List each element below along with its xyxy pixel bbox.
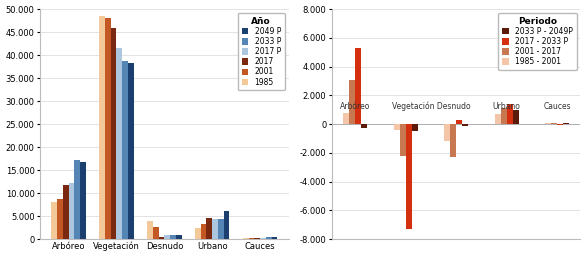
Bar bbox=[218, 219, 224, 239]
Bar bbox=[201, 224, 206, 239]
Bar bbox=[69, 183, 74, 239]
Bar bbox=[224, 211, 230, 239]
Legend: 2049 P, 2033 P, 2017 P, 2017, 2001, 1985: 2049 P, 2033 P, 2017 P, 2017, 2001, 1985 bbox=[238, 13, 285, 90]
Bar bbox=[105, 18, 111, 239]
Bar bbox=[557, 124, 563, 125]
Bar bbox=[99, 16, 105, 239]
Bar bbox=[80, 162, 86, 239]
Bar bbox=[271, 237, 277, 239]
Bar bbox=[563, 123, 569, 124]
Bar bbox=[243, 238, 248, 239]
Bar bbox=[147, 221, 153, 239]
Bar bbox=[266, 237, 271, 239]
Bar bbox=[545, 123, 551, 124]
Bar bbox=[164, 235, 170, 239]
Bar bbox=[551, 123, 557, 124]
Bar bbox=[206, 218, 212, 239]
Bar bbox=[254, 238, 260, 239]
Bar bbox=[170, 235, 176, 239]
Bar bbox=[248, 238, 254, 239]
Bar bbox=[355, 48, 362, 124]
Bar bbox=[450, 124, 456, 157]
Bar bbox=[176, 235, 182, 239]
Bar bbox=[153, 227, 159, 239]
Text: Urbano: Urbano bbox=[493, 102, 520, 111]
Bar bbox=[57, 199, 63, 239]
Bar bbox=[400, 124, 406, 156]
Text: Vegetación Desnudo: Vegetación Desnudo bbox=[391, 102, 471, 111]
Bar bbox=[444, 124, 450, 141]
Bar bbox=[195, 228, 201, 239]
Bar bbox=[462, 124, 468, 126]
Bar bbox=[52, 202, 57, 239]
Bar bbox=[362, 124, 367, 128]
Bar bbox=[63, 185, 69, 239]
Bar bbox=[343, 113, 349, 124]
Bar bbox=[159, 237, 164, 239]
Bar bbox=[122, 61, 128, 239]
Bar bbox=[212, 219, 218, 239]
Bar bbox=[456, 120, 462, 124]
Bar bbox=[495, 114, 500, 124]
Bar bbox=[260, 238, 266, 239]
Text: Cauces: Cauces bbox=[543, 102, 571, 111]
Legend: 2033 P - 2049P, 2017 - 2033 P, 2001 - 2017, 1985 - 2001: 2033 P - 2049P, 2017 - 2033 P, 2001 - 20… bbox=[498, 13, 577, 70]
Bar bbox=[74, 160, 80, 239]
Bar bbox=[117, 48, 122, 239]
Bar bbox=[128, 63, 134, 239]
Bar bbox=[394, 124, 400, 130]
Bar bbox=[406, 124, 412, 229]
Bar bbox=[513, 110, 519, 124]
Bar bbox=[500, 108, 507, 124]
Bar bbox=[349, 79, 355, 124]
Bar bbox=[111, 28, 117, 239]
Bar bbox=[412, 124, 418, 131]
Text: Arbóreo: Arbóreo bbox=[340, 102, 370, 111]
Bar bbox=[507, 104, 513, 124]
